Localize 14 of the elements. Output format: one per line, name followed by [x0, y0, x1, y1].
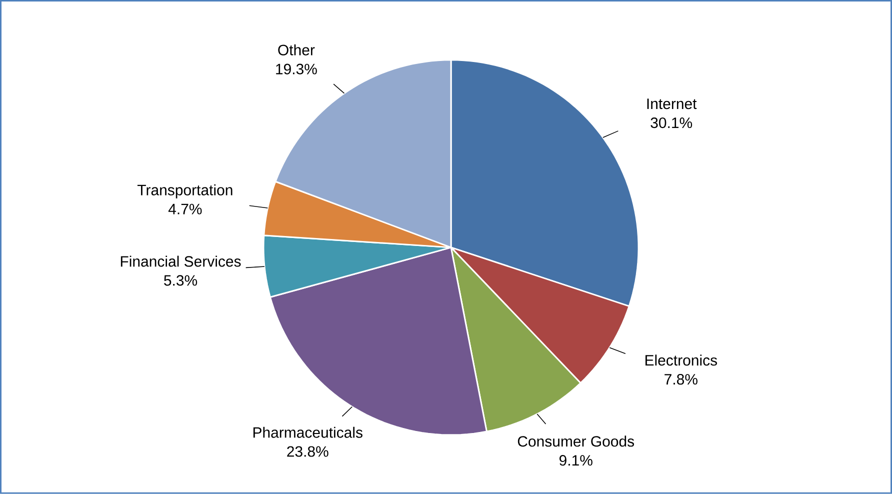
slice-label: Transportation — [137, 184, 232, 198]
slice-label: Consumer Goods — [518, 436, 634, 447]
data-label: 30.1% — [650, 118, 692, 128]
slice-label: Internet — [647, 98, 697, 110]
data-label: 4.7% — [168, 204, 202, 214]
data-label: 5.3% — [164, 275, 198, 286]
slice-label: Electronics — [645, 354, 717, 366]
slice-label: Financial Services — [120, 256, 241, 267]
slice-label: Other — [278, 44, 315, 56]
slice-label: Pharmaceuticals — [253, 426, 362, 438]
data-label: 23.8% — [287, 446, 328, 457]
data-label: 9.1% — [560, 455, 592, 466]
data-label: 7.8% — [664, 374, 698, 385]
data-label: 19.3% — [276, 64, 317, 74]
